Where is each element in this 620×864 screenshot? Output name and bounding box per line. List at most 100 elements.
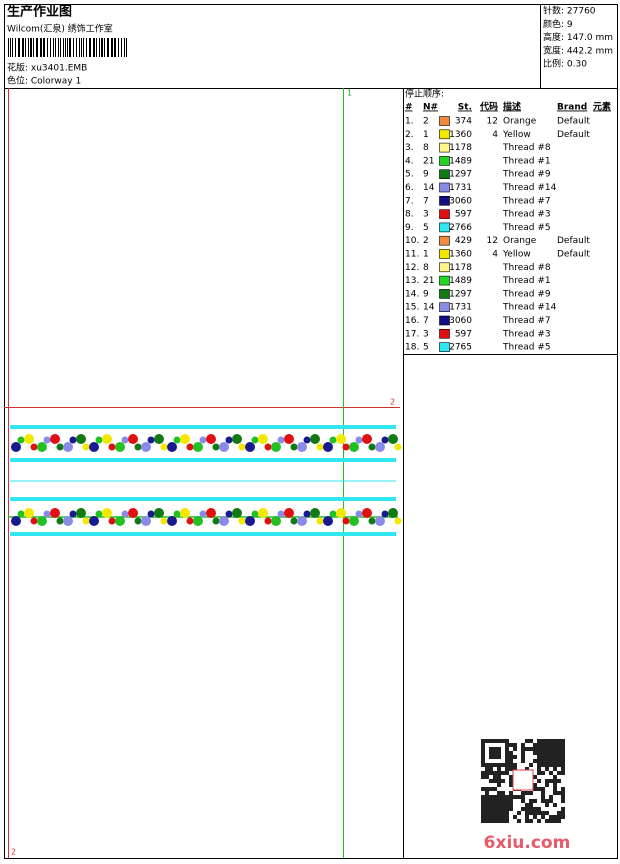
qr-module	[505, 799, 509, 803]
qr-module	[513, 767, 517, 771]
petal	[121, 510, 129, 518]
description: Yellow	[502, 250, 531, 260]
qr-module	[553, 739, 557, 743]
qr-module	[481, 807, 485, 811]
swatch	[439, 196, 450, 206]
seq: 5.	[405, 170, 414, 180]
qr-module	[533, 775, 537, 779]
stitches: 429	[455, 236, 472, 246]
qr-module	[497, 747, 501, 751]
qr-module	[545, 779, 549, 783]
qr-module	[557, 791, 561, 795]
needle: 2	[423, 236, 429, 246]
qr-module	[485, 791, 489, 795]
petal	[11, 516, 21, 526]
petal	[297, 516, 307, 526]
petal	[167, 516, 177, 526]
swatch	[439, 222, 450, 233]
qr-module	[549, 751, 553, 755]
qr-module	[561, 787, 565, 791]
needle: 9	[423, 289, 429, 299]
qr-module	[485, 815, 489, 819]
qr-module	[485, 811, 489, 815]
bar-stripe	[101, 38, 103, 57]
qr-module	[529, 763, 533, 767]
bar-stripe	[50, 38, 51, 57]
qr-module	[553, 787, 557, 791]
petal	[394, 443, 402, 451]
info-item: 比例: 0.30	[543, 58, 587, 70]
petal	[264, 517, 272, 525]
petal	[134, 517, 142, 525]
qr-module	[541, 743, 545, 747]
qr-module	[513, 743, 517, 747]
qr-module	[561, 811, 565, 815]
stitches: 1731	[449, 303, 472, 313]
qr-module	[545, 755, 549, 759]
seq: 8.	[405, 210, 414, 220]
qr-module	[549, 799, 553, 803]
petal	[199, 436, 207, 444]
qr-module	[505, 815, 509, 819]
petal	[362, 434, 372, 444]
qr-module	[485, 803, 489, 807]
seq: 3.	[405, 143, 414, 153]
brand: Default	[557, 130, 590, 140]
bar-stripe	[55, 38, 56, 57]
qr-module	[525, 791, 529, 795]
stitches: 1489	[449, 276, 472, 286]
info-item: 宽度: 442.2 mm	[543, 44, 613, 56]
qr-module	[513, 815, 517, 819]
swatch	[439, 156, 450, 166]
description: Yellow	[502, 130, 531, 140]
description: Thread #8	[502, 143, 551, 153]
bar-stripe	[76, 38, 77, 57]
watermark: 6xiu.com	[484, 833, 571, 853]
stitches: 1297	[449, 289, 472, 299]
seq: 14.	[405, 289, 419, 299]
petal	[368, 517, 376, 525]
petal	[225, 436, 233, 444]
needle: 1	[423, 130, 429, 140]
petal	[206, 434, 216, 444]
petal	[336, 434, 346, 444]
qr-module	[561, 771, 565, 775]
qr-module	[537, 739, 541, 743]
petal	[284, 508, 294, 518]
seq: 11.	[405, 250, 419, 260]
qr-module	[541, 759, 545, 763]
qr-module	[561, 755, 565, 759]
qr-module	[497, 791, 501, 795]
swatch	[439, 209, 450, 219]
qr-module	[549, 779, 553, 783]
column-header: 描述	[503, 101, 521, 113]
qr-module	[561, 763, 565, 767]
qr-module	[545, 751, 549, 755]
qr-module	[553, 803, 557, 807]
petal	[115, 516, 125, 526]
petal	[316, 443, 324, 451]
qr-module	[549, 755, 553, 759]
needle: 9	[423, 170, 429, 180]
qr-module	[497, 755, 501, 759]
qr-module	[489, 767, 493, 771]
qr-module	[509, 755, 513, 759]
qr-module	[541, 787, 545, 791]
info-item: 颜色: 9	[543, 18, 573, 30]
stitches: 1297	[449, 170, 472, 180]
band	[10, 497, 396, 501]
qr-module	[493, 811, 497, 815]
stitches: 597	[455, 329, 472, 339]
qr-module	[505, 747, 509, 751]
needle: 1	[423, 250, 429, 260]
qr-module	[529, 803, 533, 807]
swatch	[439, 342, 450, 352]
petal	[82, 517, 90, 525]
qr-module	[553, 743, 557, 747]
qr-module	[525, 767, 529, 771]
qr-module	[493, 803, 497, 807]
petal	[56, 443, 64, 451]
qr-module	[481, 743, 485, 747]
qr-module	[513, 795, 517, 799]
